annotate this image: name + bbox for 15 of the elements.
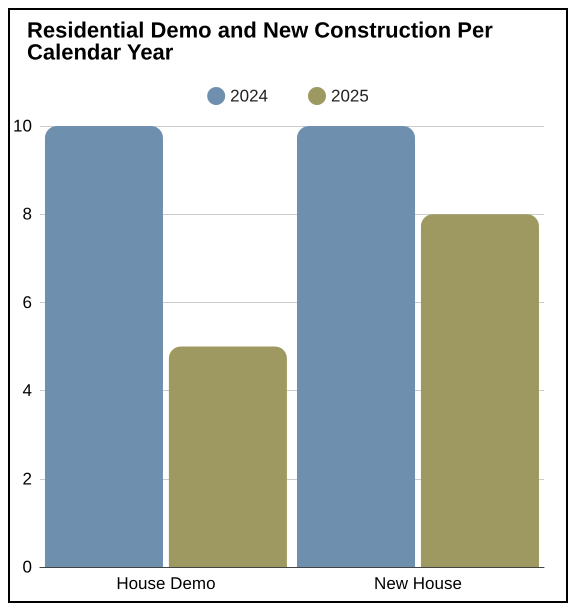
chart-title: Residential Demo and New Construction Per Calendar Year xyxy=(27,18,499,64)
x-tick-label: House Demo xyxy=(116,574,216,593)
legend-label: 2025 xyxy=(331,86,369,106)
y-tick-label: 8 xyxy=(22,204,32,224)
x-tick-label: New House xyxy=(374,574,462,593)
legend-label: 2024 xyxy=(230,86,268,106)
y-tick-label: 4 xyxy=(22,381,32,400)
bar xyxy=(296,126,416,567)
y-tick-label: 0 xyxy=(22,558,32,576)
bar xyxy=(168,346,287,567)
bar xyxy=(420,214,539,567)
y-tick-label: 10 xyxy=(12,116,32,136)
y-tick-label: 2 xyxy=(22,469,32,488)
y-tick-label: 6 xyxy=(22,292,32,312)
bar xyxy=(44,126,163,567)
